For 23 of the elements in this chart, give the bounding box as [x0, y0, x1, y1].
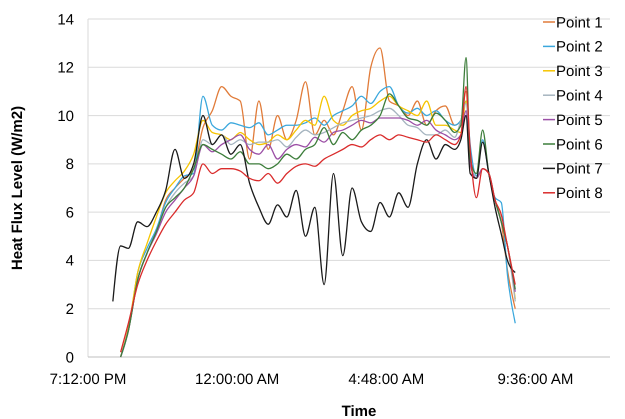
y-tick-label: 0: [66, 349, 74, 366]
y-tick-label: 4: [66, 252, 74, 270]
y-tick-label: 6: [66, 204, 74, 222]
y-tick-label: 14: [57, 11, 74, 28]
y-tick-label: 8: [66, 156, 74, 174]
x-tick-label: 7:12:00 PM: [50, 371, 126, 388]
legend-label: Point 3: [556, 63, 603, 80]
legend-label: Point 2: [556, 38, 603, 56]
x-tick-label: 9:36:00 AM: [497, 371, 574, 388]
legend-label: Point 7: [556, 160, 603, 178]
legend-label: Point 8: [556, 185, 603, 202]
x-tick-label: 4:48:00 AM: [348, 371, 424, 388]
y-tick-label: 2: [66, 300, 74, 318]
y-tick-label: 12: [57, 60, 74, 77]
y-axis-title: Heat Flux Level (W/m2): [9, 106, 26, 270]
x-tick-label: 12:00:00 AM: [195, 371, 280, 388]
legend-label: Point 6: [556, 136, 603, 154]
legend-label: Point 1: [556, 14, 603, 32]
line-series: [112, 114, 516, 302]
legend-label: Point 5: [556, 112, 603, 129]
x-axis-title: Time: [342, 403, 376, 419]
y-tick-label: 10: [57, 108, 74, 125]
legend-label: Point 4: [556, 87, 603, 104]
